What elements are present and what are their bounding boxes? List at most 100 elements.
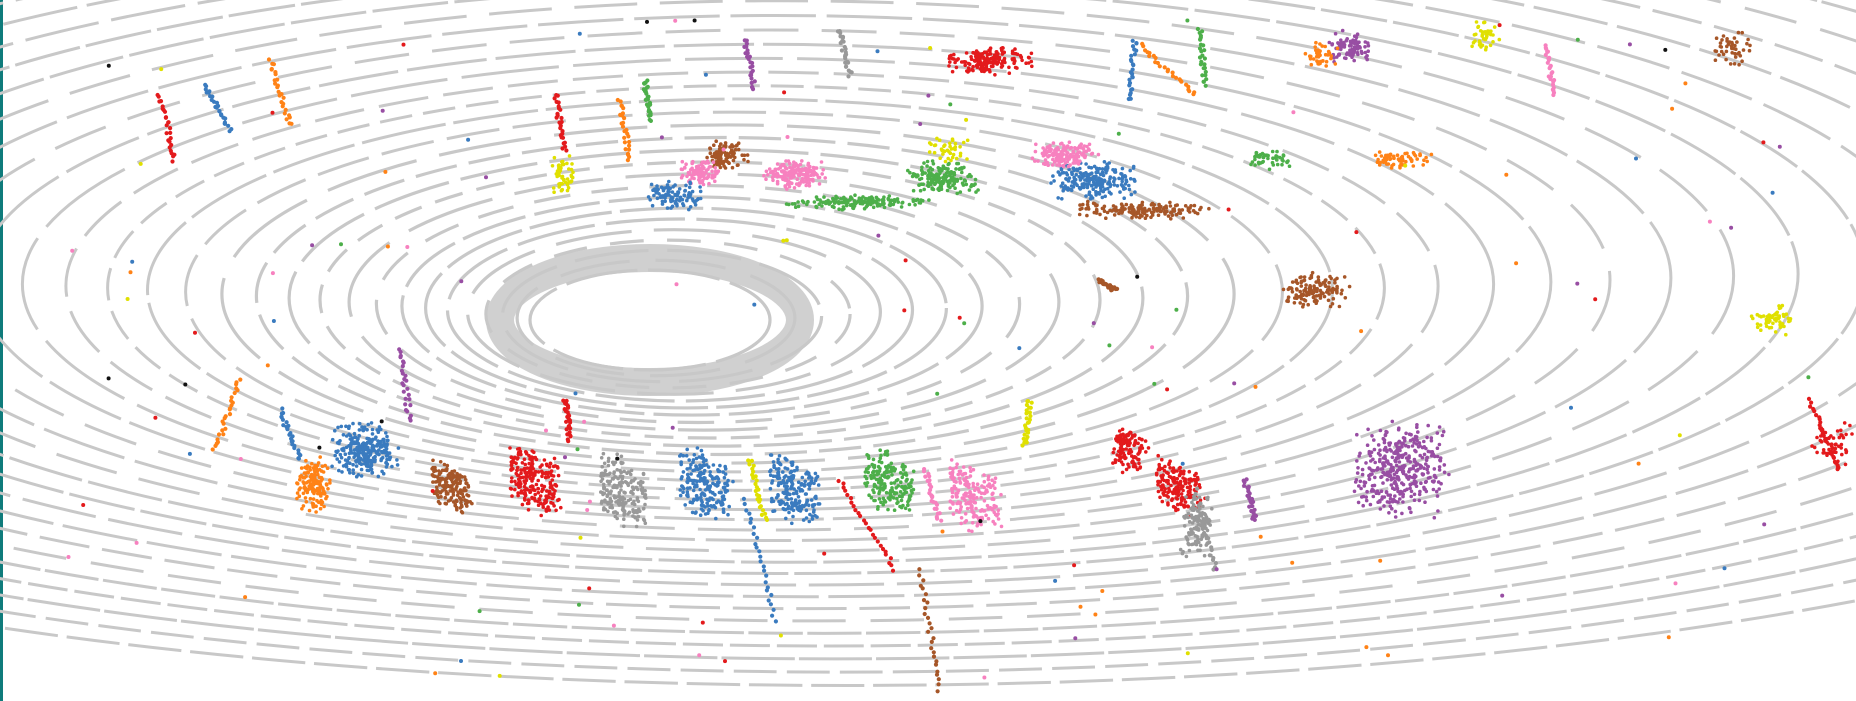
pole-or-fence-brown: [917, 567, 941, 694]
sparse-point-blue: [1569, 405, 1573, 410]
sparse-point-orange: [243, 595, 248, 600]
sparse-point-pink: [134, 540, 139, 545]
sparse-point-pink: [674, 282, 679, 287]
sparse-point-black: [183, 382, 188, 387]
pole-or-fence-yellow: [1020, 399, 1034, 448]
sparse-point-purple: [876, 233, 881, 238]
sparse-point-pink: [585, 508, 590, 512]
sparse-point-purple: [1232, 381, 1237, 386]
sparse-point-yellow: [578, 535, 583, 540]
sparse-point-orange: [1253, 384, 1258, 389]
object-cluster-brown: [700, 139, 750, 170]
sparse-point-red: [587, 586, 592, 591]
object-cluster-pink: [948, 458, 1004, 534]
object-cluster-blue: [1049, 160, 1137, 201]
pole-or-fence-green: [1195, 26, 1209, 88]
sparse-point-black: [645, 19, 649, 24]
sparse-point-blue: [752, 302, 757, 307]
scan-ring: [106, 84, 1386, 492]
sparse-point-pink: [785, 135, 790, 139]
sparse-point-green: [577, 602, 581, 607]
scan-ring: [20, 56, 1496, 512]
sparse-point-green: [962, 321, 967, 326]
object-cluster-gray: [1178, 495, 1214, 559]
object-cluster-brown: [1713, 30, 1752, 67]
sparse-point-yellow: [1403, 163, 1408, 168]
scan-ring: [0, 0, 1856, 635]
sparse-point-orange: [265, 363, 270, 368]
sparse-point-red: [723, 659, 727, 664]
sparse-point-green: [1806, 375, 1811, 380]
scan-ring: [146, 97, 1334, 483]
sparse-point-purple: [1777, 144, 1782, 149]
sparse-point-blue: [466, 137, 471, 142]
sparse-point-pink: [405, 245, 410, 249]
sparse-point-black: [1135, 274, 1140, 279]
object-cluster-yellow: [1470, 20, 1502, 52]
sparse-point-purple: [1500, 593, 1505, 598]
sparse-point-orange: [385, 244, 390, 249]
sparse-point-black: [615, 456, 620, 461]
scan-ring: [0, 0, 1735, 553]
object-cluster-orange: [1373, 150, 1434, 170]
sparse-point-orange: [1078, 604, 1083, 609]
pole-or-fence-red: [836, 478, 896, 573]
sparse-point-orange: [1258, 534, 1263, 539]
sparse-point-red: [401, 42, 406, 47]
sparse-point-red: [270, 110, 275, 115]
sparse-point-blue: [577, 31, 582, 36]
object-cluster-blue: [646, 179, 703, 212]
sparse-point-orange: [1514, 261, 1519, 266]
sparse-point-pink: [238, 457, 243, 461]
object-cluster-yellow: [550, 154, 575, 194]
pole-or-fence-red: [552, 93, 569, 153]
sparse-point-orange: [1636, 461, 1641, 466]
sparse-point-red: [902, 308, 907, 313]
pole-or-fence-orange: [266, 57, 294, 126]
sparse-point-red: [1354, 230, 1359, 235]
sparse-point-green: [1152, 381, 1157, 386]
scan-ring: [0, 599, 1856, 687]
sparse-point-black: [978, 519, 983, 524]
sparse-point-yellow: [784, 238, 789, 243]
sparse-point-pink: [70, 248, 75, 253]
pole-or-fence-red: [561, 398, 573, 444]
sparse-point-blue: [1017, 346, 1022, 351]
object-cluster-orange: [295, 455, 332, 514]
sparse-point-black: [317, 445, 322, 450]
sparse-point-blue: [1180, 461, 1185, 466]
sparse-point-green: [1116, 131, 1121, 136]
pole-or-fence-purple: [397, 347, 413, 423]
object-cluster-yellow: [1749, 303, 1793, 337]
sparse-point-pink: [721, 147, 726, 152]
sparse-point-yellow: [138, 161, 143, 166]
sparse-point-pink: [544, 428, 548, 433]
sparse-point-green: [339, 242, 343, 247]
scan-ring: [400, 195, 984, 417]
scan-ring: [287, 148, 1145, 448]
sparse-point-blue: [130, 259, 135, 264]
sparse-point-red: [782, 90, 787, 95]
sparse-point-orange: [1378, 558, 1383, 563]
scan-ring: [484, 238, 852, 390]
object-cluster-red: [1154, 453, 1207, 518]
sparse-point-yellow: [964, 117, 969, 122]
sparse-point-purple: [1091, 321, 1096, 326]
scan-ring: [0, 28, 1612, 532]
pole-or-fence-pink: [1543, 43, 1557, 98]
sparse-point-red: [1593, 297, 1598, 302]
scan-ring: [0, 534, 1856, 648]
object-cluster-orange: [1303, 40, 1340, 68]
sparse-point-yellow: [781, 238, 786, 243]
sparse-point-blue: [703, 72, 708, 77]
sparse-point-yellow: [497, 673, 502, 678]
sparse-point-green: [935, 391, 940, 396]
pole-or-fence-red: [1806, 396, 1841, 472]
pole-or-fence-brown: [1096, 277, 1120, 293]
sparse-point-purple: [484, 175, 488, 180]
scan-ring: [318, 160, 1102, 440]
sparse-point-blue: [459, 659, 463, 663]
scan-ring: [445, 217, 915, 403]
pole-or-fence-gray: [1192, 486, 1218, 572]
pole-or-fence-purple: [1241, 477, 1259, 523]
